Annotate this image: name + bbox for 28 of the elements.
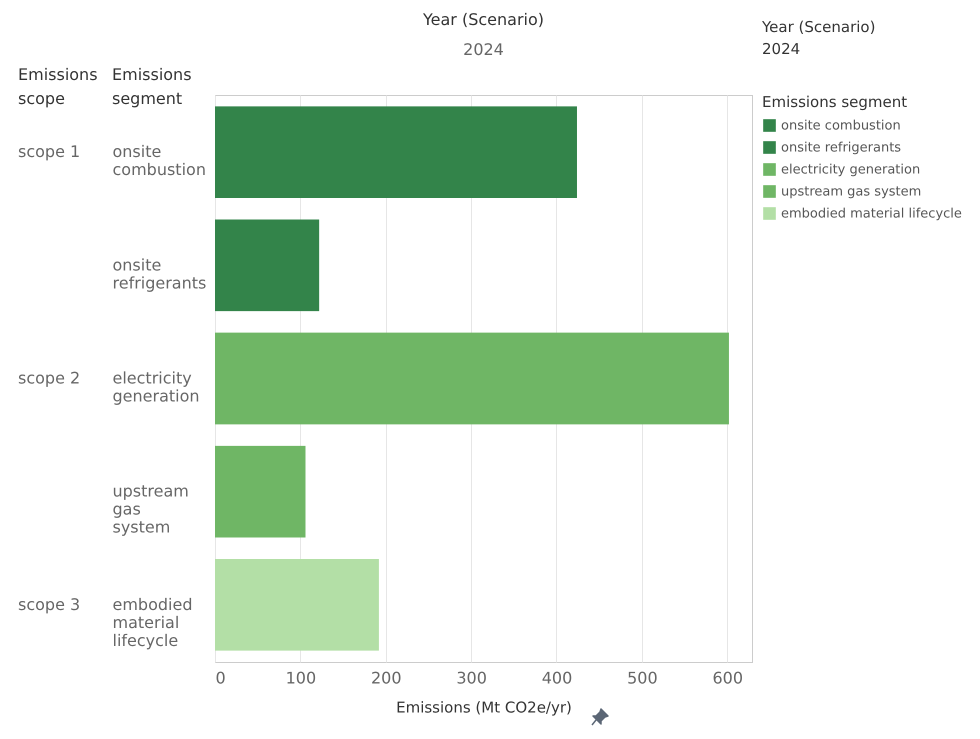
legend-label: embodied material lifecycle	[781, 206, 962, 222]
y-axis-title: Emissions segment	[112, 65, 192, 108]
chart-subtitle: 2024	[463, 40, 504, 59]
text: Year (Scenario)	[762, 17, 876, 38]
x-tick-label: 100	[286, 668, 316, 688]
x-tick-label: 500	[627, 668, 658, 688]
legend-label: onsite combustion	[781, 118, 901, 134]
x-tick-label: 600	[712, 668, 744, 688]
y-tick-label: upstream gas system	[112, 482, 189, 537]
text: Emissions scope	[18, 65, 98, 108]
chart-title: Year (Scenario)	[422, 10, 544, 29]
legend-label: onsite refrigerants	[781, 140, 902, 156]
text: scope 3	[18, 594, 80, 614]
legend-label: upstream gas system	[781, 184, 922, 200]
y-tick-label: onsite refrigerants	[112, 255, 206, 292]
x-tick-label: 300	[456, 668, 487, 688]
y-tick-label: onsite combustion	[112, 142, 206, 180]
legend-title: Emissions segment	[762, 93, 908, 111]
y-tick-label: electricity generation	[112, 368, 200, 406]
x-tick-label: 400	[542, 668, 572, 688]
legend-label: electricity generation	[781, 162, 920, 178]
x-axis-title: Emissions (Mt CO2e/yr)	[396, 698, 572, 716]
y-tick-label: embodied material lifecycle	[112, 594, 192, 650]
text: scope 2	[18, 368, 80, 388]
text: scope 1	[18, 142, 80, 162]
text: 2024	[762, 39, 802, 60]
x-tick-label: 0	[216, 668, 226, 688]
x-tick-label: 200	[370, 668, 402, 688]
